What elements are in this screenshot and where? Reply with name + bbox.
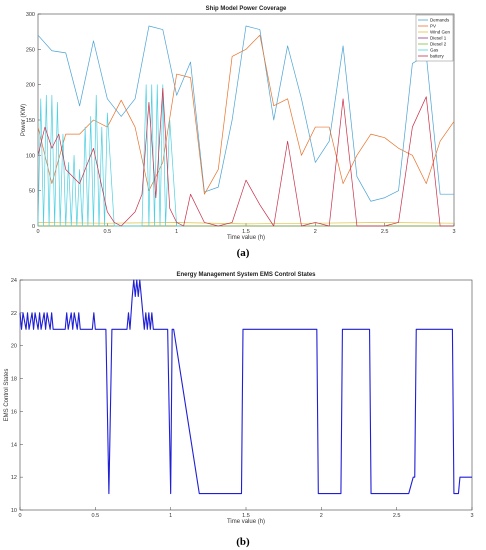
chart-a-xtick-label: 0 bbox=[36, 229, 39, 235]
legend-label: Gas bbox=[430, 48, 439, 53]
chart-a-series-battery bbox=[37, 87, 454, 227]
chart-a-ytick-label: 300 bbox=[26, 12, 35, 18]
chart-b-xtick-label: 0.5 bbox=[92, 513, 100, 519]
chart-b-ytick-label: 10 bbox=[11, 508, 17, 514]
chart-b-title: Energy Management System EMS Control Sta… bbox=[176, 272, 316, 278]
chart-a-series-gas bbox=[37, 84, 184, 227]
chart-a-ytick-label: 0 bbox=[32, 224, 35, 230]
chart-b-plot-area bbox=[19, 279, 473, 511]
chart-a-xlabel: Time value (h) bbox=[227, 235, 265, 241]
chart-b-xlabel: Time value (h) bbox=[227, 519, 265, 525]
chart-a-series-wind-gen bbox=[37, 222, 455, 225]
power-coverage-chart: Ship Model Power Coverage 0 0.5 1 1.5 2 2.5 30… bbox=[21, 6, 456, 259]
chart-b-series-group bbox=[19, 279, 472, 495]
chart-b-ytick-label: 18 bbox=[11, 377, 17, 383]
chart-b-ytick-label: 22 bbox=[11, 311, 17, 317]
legend-label: PV bbox=[430, 24, 436, 29]
chart-a-ytick-label: 150 bbox=[26, 118, 35, 124]
chart-a-series-demands bbox=[37, 25, 454, 202]
chart-a-title: Ship Model Power Coverage bbox=[206, 6, 287, 12]
chart-a-ytick-label: 250 bbox=[26, 47, 35, 53]
chart-a-xtick-label: 1 bbox=[175, 229, 178, 235]
chart-b-xtick-label: 2.5 bbox=[393, 513, 401, 519]
chart-b-xtick-label: 1 bbox=[169, 513, 172, 519]
legend-label: Diesel 2 bbox=[430, 42, 447, 47]
caption-b: (b) bbox=[236, 536, 250, 548]
chart-a-ytick-label: 50 bbox=[29, 189, 35, 195]
chart-a-xtick-label: 2.5 bbox=[381, 229, 389, 235]
chart-b-ytick-label: 12 bbox=[11, 475, 17, 481]
ems-states-chart: Energy Management System EMS Control Sta… bbox=[4, 272, 474, 548]
chart-a-ylabel: Power (KW) bbox=[21, 104, 27, 136]
chart-a-xtick-label: 2 bbox=[314, 229, 317, 235]
legend-label: Diesel 1 bbox=[430, 36, 447, 41]
chart-b-ytick-label: 16 bbox=[11, 409, 17, 415]
chart-a-ytick-label: 100 bbox=[26, 153, 35, 159]
legend-label: Wind Gen bbox=[430, 30, 451, 35]
chart-a-ytick-label: 200 bbox=[26, 83, 35, 89]
chart-b-ytick-label: 14 bbox=[11, 442, 17, 448]
legend-label: Demands bbox=[430, 18, 450, 23]
chart-b-ytick-label: 24 bbox=[11, 278, 17, 284]
chart-b-xtick-label: 1.5 bbox=[242, 513, 250, 519]
chart-a-xtick-label: 3 bbox=[452, 229, 455, 235]
chart-b-xtick-label: 0 bbox=[18, 513, 21, 519]
chart-b-xtick-label: 2 bbox=[320, 513, 323, 519]
chart-b-ylabel: EMS Control States bbox=[4, 369, 10, 422]
legend-label: battery bbox=[430, 54, 445, 59]
chart-a-xtick-label: 1.5 bbox=[242, 229, 250, 235]
chart-a-series-group bbox=[37, 25, 455, 227]
chart-b-series-state bbox=[19, 279, 472, 495]
caption-a: (a) bbox=[237, 247, 250, 259]
chart-a-xtick-label: 0.5 bbox=[104, 229, 112, 235]
chart-b-ytick-label: 20 bbox=[11, 344, 17, 350]
chart-b-xtick-label: 3 bbox=[470, 513, 473, 519]
